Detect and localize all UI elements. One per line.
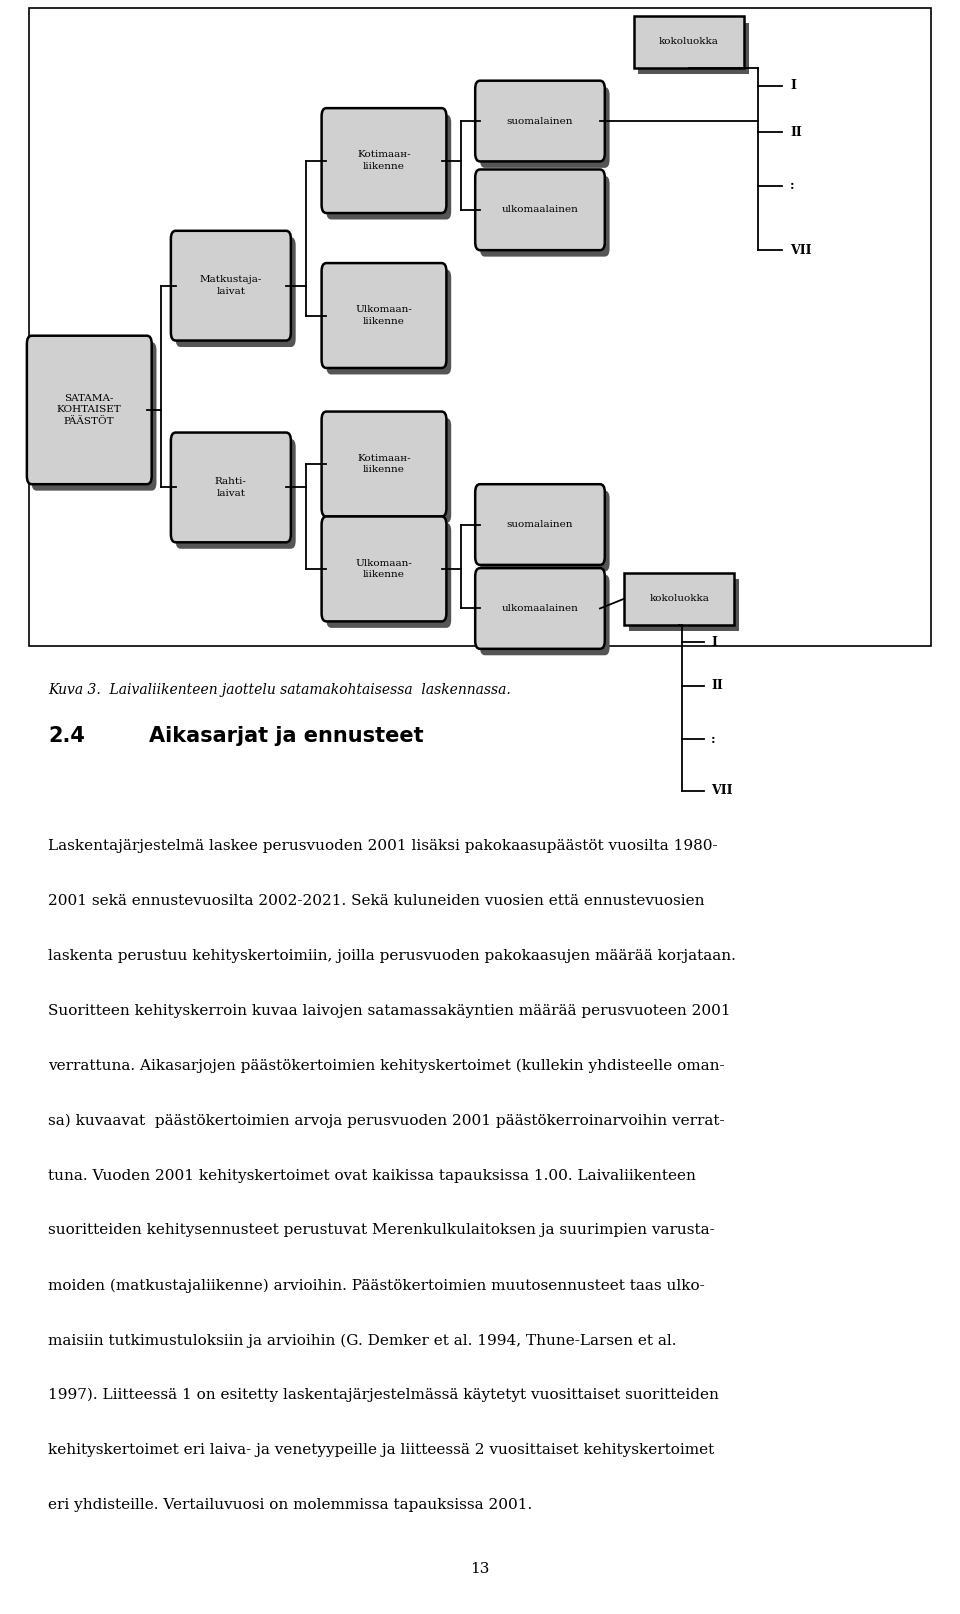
- Text: Kotimaан-
liikenne: Kotimaан- liikenne: [357, 150, 411, 171]
- Text: Ulkomaan-
liikenne: Ulkomaan- liikenne: [355, 305, 413, 326]
- Bar: [29, 8, 931, 646]
- FancyBboxPatch shape: [322, 412, 446, 516]
- Text: laskenta perustuu kehityskertoimiin, joilla perusvuoden pakokaasujen määrää korj: laskenta perustuu kehityskertoimiin, joi…: [48, 949, 736, 964]
- Text: 2.4: 2.4: [48, 726, 84, 746]
- FancyBboxPatch shape: [176, 237, 296, 347]
- Text: kehityskertoimet eri laiva- ja venetyypeille ja liitteessä 2 vuosittaiset kehity: kehityskertoimet eri laiva- ja venetyype…: [48, 1443, 714, 1457]
- Text: 1997). Liitteessä 1 on esitetty laskentajärjestelmässä käytetyt vuosittaiset suo: 1997). Liitteessä 1 on esitetty laskenta…: [48, 1388, 719, 1403]
- Text: Ulkomaan-
liikenne: Ulkomaan- liikenne: [355, 558, 413, 579]
- FancyBboxPatch shape: [176, 439, 296, 549]
- Bar: [629, 579, 739, 631]
- FancyBboxPatch shape: [480, 575, 610, 655]
- Text: moiden (matkustajaliikenne) arvioihin. Päästökertoimien muutosennusteet taas ulk: moiden (matkustajaliikenne) arvioihin. P…: [48, 1278, 705, 1293]
- FancyBboxPatch shape: [480, 87, 610, 168]
- FancyBboxPatch shape: [326, 418, 451, 523]
- FancyBboxPatch shape: [326, 523, 451, 628]
- Text: VII: VII: [711, 784, 732, 797]
- Text: verrattuna. Aikasarjojen päästökertoimien kehityskertoimet (kullekin yhdisteelle: verrattuna. Aikasarjojen päästökertoimie…: [48, 1059, 725, 1073]
- FancyBboxPatch shape: [171, 231, 291, 341]
- Text: II: II: [711, 679, 723, 692]
- Text: kokoluokka: kokoluokka: [649, 594, 709, 604]
- Text: maisiin tutkimustuloksiin ja arvioihin (G. Demker et al. 1994, Thune-Larsen et a: maisiin tutkimustuloksiin ja arvioihin (…: [48, 1333, 677, 1348]
- Text: VII: VII: [790, 244, 811, 257]
- FancyBboxPatch shape: [32, 342, 156, 491]
- Bar: [634, 16, 744, 68]
- Text: Kotimaан-
liikenne: Kotimaан- liikenne: [357, 454, 411, 475]
- Text: Matkustaja-
laivat: Matkustaja- laivat: [200, 276, 262, 295]
- FancyBboxPatch shape: [326, 115, 451, 220]
- Text: :: :: [790, 179, 795, 192]
- Text: eri yhdisteille. Vertailuvuosi on molemmissa tapauksissa 2001.: eri yhdisteille. Vertailuvuosi on molemm…: [48, 1498, 532, 1512]
- Text: I: I: [790, 79, 796, 92]
- FancyBboxPatch shape: [322, 516, 446, 621]
- FancyBboxPatch shape: [475, 81, 605, 161]
- FancyBboxPatch shape: [475, 169, 605, 250]
- Text: Kuva 3.  Laivaliikenteen jaottelu satamakohtaisessa  laskennassa.: Kuva 3. Laivaliikenteen jaottelu satamak…: [48, 683, 511, 697]
- Text: ulkomaalainen: ulkomaalainen: [501, 205, 579, 215]
- FancyBboxPatch shape: [171, 433, 291, 542]
- Text: Laskentajärjestelmä laskee perusvuoden 2001 lisäksi pakokaasupäästöt vuosilta 19: Laskentajärjestelmä laskee perusvuoden 2…: [48, 839, 718, 854]
- FancyBboxPatch shape: [475, 568, 605, 649]
- Text: 2001 sekä ennustevuosilta 2002-2021. Sekä kuluneiden vuosien että ennustevuosien: 2001 sekä ennustevuosilta 2002-2021. Sek…: [48, 894, 705, 909]
- Text: suomalainen: suomalainen: [507, 520, 573, 529]
- Text: sa) kuvaavat  päästökertoimien arvoja perusvuoden 2001 päästökerroinarvoihin ver: sa) kuvaavat päästökertoimien arvoja per…: [48, 1114, 725, 1128]
- FancyBboxPatch shape: [322, 108, 446, 213]
- Text: Aikasarjat ja ennusteet: Aikasarjat ja ennusteet: [149, 726, 423, 746]
- Text: tuna. Vuoden 2001 kehityskertoimet ovat kaikissa tapauksissa 1.00. Laivaliikente: tuna. Vuoden 2001 kehityskertoimet ovat …: [48, 1169, 696, 1183]
- FancyBboxPatch shape: [480, 491, 610, 571]
- Text: I: I: [711, 636, 717, 649]
- FancyBboxPatch shape: [326, 270, 451, 374]
- Text: SATAMA-
KOHTAISET
PÄÄSTÖT: SATAMA- KOHTAISET PÄÄSTÖT: [57, 394, 122, 426]
- Text: 13: 13: [470, 1562, 490, 1575]
- Bar: [638, 23, 749, 74]
- FancyBboxPatch shape: [322, 263, 446, 368]
- FancyBboxPatch shape: [480, 176, 610, 257]
- Bar: [624, 573, 734, 625]
- Text: suoritteiden kehitysennusteet perustuvat Merenkulkulaitoksen ja suurimpien varus: suoritteiden kehitysennusteet perustuvat…: [48, 1223, 715, 1238]
- Text: ulkomaalainen: ulkomaalainen: [501, 604, 579, 613]
- Text: Suoritteen kehityskerroin kuvaa laivojen satamassakäyntien määrää perusvuoteen 2: Suoritteen kehityskerroin kuvaa laivojen…: [48, 1004, 731, 1018]
- Text: II: II: [790, 126, 802, 139]
- FancyBboxPatch shape: [475, 484, 605, 565]
- Text: kokoluokka: kokoluokka: [659, 37, 719, 47]
- Text: :: :: [711, 733, 716, 746]
- FancyBboxPatch shape: [27, 336, 152, 484]
- Text: Rahti-
laivat: Rahti- laivat: [215, 478, 247, 497]
- Text: suomalainen: suomalainen: [507, 116, 573, 126]
